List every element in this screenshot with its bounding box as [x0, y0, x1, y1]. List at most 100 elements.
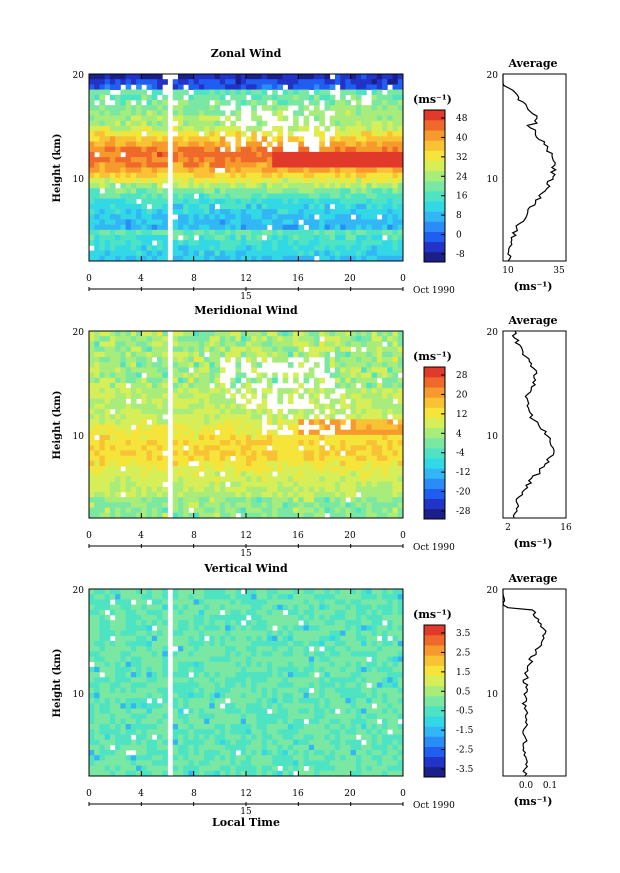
heatmap-cell [397, 614, 404, 621]
heatmap-cell [272, 198, 278, 205]
heatmap-cell [303, 476, 310, 483]
heatmap-cell [183, 408, 189, 415]
heatmap-cell [136, 599, 142, 605]
heatmap-cell [157, 646, 163, 652]
heatmap-cell [136, 424, 142, 431]
heatmap-cell [387, 89, 393, 96]
heatmap-cell [382, 94, 388, 101]
heatmap-cell [345, 99, 352, 106]
heatmap-cell [183, 167, 189, 174]
heatmap-cell [340, 151, 346, 158]
heatmap-cell [256, 172, 263, 179]
heatmap-cell [183, 614, 189, 621]
heatmap-cell [251, 193, 257, 200]
heatmap-cell [219, 74, 226, 80]
heatmap-cell [382, 646, 388, 652]
heatmap-cell [104, 497, 111, 503]
heatmap-cell [340, 377, 346, 384]
heatmap-cell [319, 115, 325, 122]
heatmap-cell [130, 476, 137, 483]
heatmap-cell [308, 209, 315, 215]
heatmap-cell [146, 589, 153, 595]
heatmap-cell [104, 367, 111, 373]
heatmap-cell [183, 656, 189, 663]
heatmap-cell [251, 414, 257, 420]
heatmap-cell [104, 183, 111, 189]
heatmap-cell [334, 105, 341, 111]
heatmap-cell [366, 445, 372, 451]
heatmap-cell [308, 408, 315, 415]
heatmap-cell [136, 589, 142, 595]
heatmap-cell [350, 372, 357, 379]
heatmap-cell [319, 193, 325, 200]
heatmap-cell [272, 183, 278, 189]
heatmap-cell [193, 614, 200, 621]
heatmap-cell [355, 408, 362, 415]
heatmap-cell [256, 177, 263, 184]
heatmap-cell [146, 625, 153, 631]
heatmap-cell [397, 245, 404, 252]
heatmap-cell [235, 362, 242, 368]
heatmap-cell [136, 240, 142, 246]
heatmap-cell [162, 507, 168, 514]
heatmap-cell [287, 455, 294, 462]
heatmap-cell [246, 183, 252, 189]
heatmap-cell [172, 89, 179, 96]
heatmap-cell [183, 136, 189, 142]
heatmap-cell [361, 125, 367, 132]
heatmap-cell [225, 497, 231, 503]
heatmap-cell [151, 115, 158, 122]
heatmap-cell [293, 183, 299, 189]
heatmap-cell [162, 351, 168, 358]
heatmap-cell [361, 89, 367, 96]
heatmap-cell [130, 497, 137, 503]
heatmap-cell [261, 74, 268, 80]
heatmap-cell [157, 203, 163, 210]
heatmap-cell [188, 481, 195, 488]
heatmap-cell [104, 471, 111, 477]
heatmap-cell [392, 224, 399, 231]
heatmap-cell [214, 372, 221, 379]
heatmap-cell [324, 476, 331, 483]
heatmap-cell [334, 599, 341, 605]
heatmap-cell [115, 377, 121, 384]
heatmap-cell [146, 157, 153, 163]
heatmap-cell [261, 372, 268, 379]
heatmap-cell [204, 460, 210, 467]
heatmap-cell [94, 105, 100, 111]
heatmap-cell [183, 146, 189, 153]
heatmap-cell [209, 476, 215, 483]
heatmap-cell [340, 131, 346, 137]
heatmap-cell [272, 419, 278, 425]
heatmap-cell [298, 635, 304, 642]
heatmap-cell [193, 250, 200, 257]
heatmap-cell [115, 640, 121, 647]
heatmap-cell [334, 492, 341, 498]
heatmap-cell [345, 346, 352, 353]
heatmap-cell [172, 177, 179, 184]
heatmap-cell [89, 594, 95, 600]
colorbar-swatch [424, 437, 445, 449]
heatmap-cell [198, 214, 205, 220]
heatmap-cell [214, 403, 221, 410]
heatmap-cell [130, 203, 137, 210]
heatmap-cell [282, 172, 289, 179]
heatmap-cell [251, 341, 257, 347]
heatmap-cell [282, 476, 289, 483]
heatmap-cell [193, 492, 200, 498]
heatmap-cell [125, 240, 132, 246]
heatmap-cell [89, 382, 95, 389]
heatmap-cell [230, 209, 236, 215]
heatmap-cell [287, 235, 294, 241]
heatmap-cell [146, 502, 153, 509]
heatmap-cell [204, 110, 210, 116]
heatmap-cell [188, 455, 195, 462]
heatmap-cell [277, 625, 284, 631]
heatmap-cell [183, 336, 189, 342]
heatmap-cell [376, 481, 383, 488]
heatmap-cell [99, 388, 106, 394]
x-tick-label: 16 [292, 274, 304, 284]
heatmap-cell [266, 209, 273, 215]
heatmap-cell [183, 434, 189, 441]
heatmap-cell [172, 471, 179, 477]
